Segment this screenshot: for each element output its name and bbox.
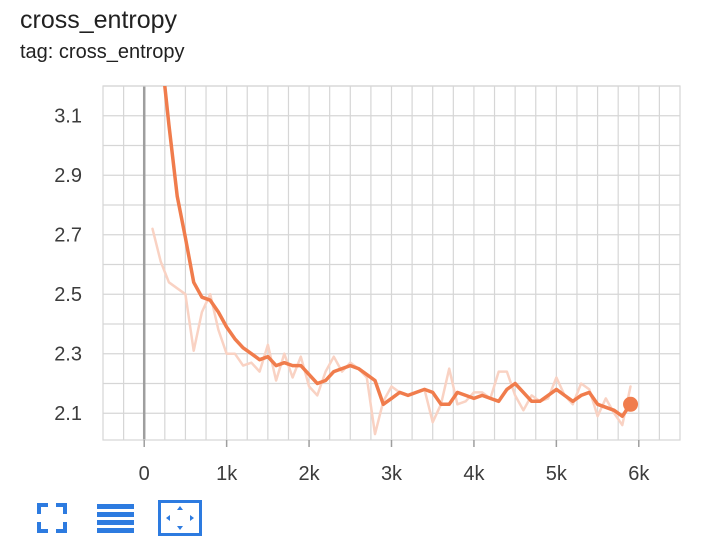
x-tick-label: 1k bbox=[216, 463, 238, 485]
y-tick-label: 2.7 bbox=[54, 225, 82, 247]
x-tick-label: 2k bbox=[299, 463, 321, 485]
toggle-log-scale-button[interactable] bbox=[96, 500, 138, 540]
y-tick-label: 2.3 bbox=[54, 344, 82, 366]
chart-grid bbox=[103, 85, 680, 440]
y-tick-label: 3.1 bbox=[54, 106, 82, 128]
y-tick-label: 2.9 bbox=[54, 165, 82, 187]
series-layer bbox=[151, 86, 639, 436]
cross-entropy-chart[interactable]: 2.1 2.3 2.5 2.7 2.9 3.1 0 1k 2k 3k 4k 5k 6k bbox=[0, 0, 712, 500]
y-tick-label: 2.1 bbox=[54, 403, 82, 425]
smoothed-series-line bbox=[163, 86, 633, 418]
fit-domain-button[interactable] bbox=[158, 500, 202, 540]
fullscreen-icon bbox=[37, 503, 67, 533]
chart-tag-label: tag: cross_entropy bbox=[20, 41, 185, 63]
y-axis-ticks: 2.1 2.3 2.5 2.7 2.9 3.1 bbox=[54, 106, 82, 425]
chart-card-title: cross_entropy bbox=[20, 6, 178, 34]
x-axis-ticks: 0 1k 2k 3k 4k 5k 6k bbox=[139, 440, 650, 485]
x-tick-label: 0 bbox=[139, 463, 150, 485]
toggle-log-scale-icon bbox=[97, 504, 134, 533]
x-tick-label: 6k bbox=[628, 463, 650, 485]
y-tick-label: 2.5 bbox=[54, 284, 82, 306]
fullscreen-button[interactable] bbox=[36, 500, 78, 540]
x-tick-label: 3k bbox=[381, 463, 403, 485]
x-tick-label: 5k bbox=[546, 463, 568, 485]
x-tick-label: 4k bbox=[463, 463, 485, 485]
fit-domain-icon bbox=[158, 500, 202, 536]
last-point-marker bbox=[623, 396, 639, 412]
